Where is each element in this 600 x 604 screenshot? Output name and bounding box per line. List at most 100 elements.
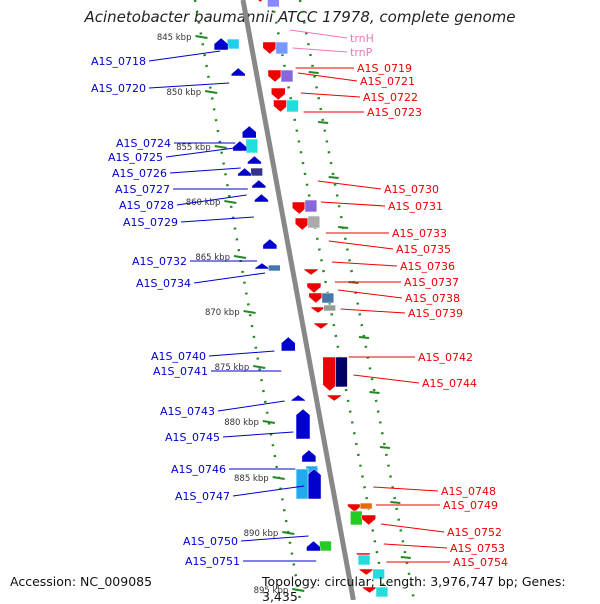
scale-label: 845 kbp: [157, 33, 192, 43]
gene-arrow: [322, 356, 338, 392]
track-tick: [400, 556, 411, 559]
right-gene-label: A1S_0744: [422, 377, 477, 390]
gene-arrow: [262, 41, 278, 55]
scale-tick: [243, 310, 256, 314]
gene-block: [268, 264, 281, 272]
left-leader-line: [217, 400, 285, 412]
left-gene-label: A1S_0746: [171, 463, 226, 476]
gene-arrow: [301, 449, 317, 463]
left-gene-label: A1S_0728: [119, 199, 174, 212]
scale-tick: [204, 90, 218, 94]
label-leader-lines: [148, 29, 450, 563]
left-gene-label: A1S_0750: [183, 535, 238, 548]
gene-block: [357, 554, 371, 566]
right-gene-label: A1S_0719: [357, 62, 412, 75]
gene-arrow: [254, 262, 270, 270]
scale-label: 880 kbp: [224, 418, 259, 428]
right-gene-label: A1S_0742: [418, 351, 473, 364]
gene-block: [372, 568, 385, 580]
gene-arrow: [247, 155, 262, 165]
gene-arrow: [254, 193, 269, 203]
right-leader-line: [320, 201, 386, 207]
scale-tick: [195, 35, 208, 39]
scale-tick: [214, 145, 227, 149]
scale-label: 890 kbp: [244, 529, 279, 539]
right-leader-line: [383, 543, 448, 549]
left-gene-label: A1S_0741: [153, 365, 208, 378]
right-leader-line: [292, 47, 348, 53]
left-leader-line: [208, 350, 275, 357]
right-leader-line: [353, 374, 420, 384]
track-tick: [318, 121, 329, 124]
gene-arrow: [310, 306, 326, 314]
gene-arrow: [251, 179, 267, 189]
left-leader-line: [165, 146, 242, 158]
right-leader-line: [317, 180, 382, 190]
gene-block: [275, 41, 289, 55]
gene-arrow: [347, 503, 362, 513]
left-gene-label: A1S_0724: [116, 137, 171, 150]
right-gene-label: A1S_0723: [367, 106, 422, 119]
right-gene-label: A1S_0748: [441, 485, 496, 498]
gene-arrow: [292, 201, 307, 215]
left-gene-label: A1S_0725: [108, 151, 163, 164]
scale-tick: [262, 420, 276, 424]
right-gene-label: trnP: [350, 46, 373, 59]
right-leader-line: [289, 29, 348, 39]
scale-tick: [282, 531, 295, 535]
gene-block: [359, 502, 373, 510]
left-leader-line: [148, 50, 221, 62]
gene-arrow: [306, 282, 322, 294]
left-gene-label: A1S_0734: [136, 277, 191, 290]
gene-arrow: [290, 394, 306, 402]
left-gene-label: A1S_0718: [91, 55, 146, 68]
backbone-line: [240, 0, 356, 600]
right-leader-line: [300, 92, 361, 98]
right-gene-label: A1S_0749: [443, 499, 498, 512]
left-gene-label: A1S_0732: [132, 255, 187, 268]
gene-arrow: [306, 540, 321, 552]
gene-block: [267, 0, 280, 8]
right-gene-label: A1S_0730: [384, 183, 439, 196]
scale-label: 855 kbp: [176, 143, 211, 153]
track-tick: [328, 176, 339, 179]
track-tick: [308, 71, 319, 74]
left-gene-label: A1S_0747: [175, 490, 230, 503]
gene-arrow: [271, 87, 286, 101]
gene-block: [350, 510, 363, 526]
gene-arrow: [273, 99, 288, 113]
gene-features: [213, 0, 389, 598]
right-gene-label: A1S_0733: [392, 227, 447, 240]
gene-arrow: [362, 586, 377, 594]
gene-block: [319, 540, 332, 552]
map-title: Acinetobacter baumannii ATCC 17978, comp…: [84, 8, 516, 26]
gene-block: [307, 215, 321, 229]
track-tick: [390, 501, 401, 504]
gene-arrow: [237, 167, 252, 177]
right-gene-label: A1S_0735: [396, 243, 451, 256]
right-gene-label: A1S_0752: [447, 526, 502, 539]
scale-label: 895 kbp: [254, 586, 289, 596]
left-gene-label: A1S_0729: [123, 216, 178, 229]
gene-arrow: [313, 322, 329, 330]
right-leader-line: [380, 523, 445, 533]
scale-tick: [224, 200, 237, 204]
track-tick: [338, 226, 349, 229]
gene-arrow: [281, 336, 296, 352]
left-leader-line: [222, 431, 294, 438]
scale-label: 870 kbp: [205, 308, 240, 318]
right-leader-line: [331, 261, 398, 267]
left-leader-line: [240, 535, 309, 542]
track-tick: [369, 391, 380, 394]
right-gene-label: A1S_0754: [453, 556, 508, 569]
left-leader-line: [180, 216, 254, 223]
gene-arrow: [262, 238, 278, 250]
gene-block: [250, 167, 263, 177]
backbone-track: [240, 0, 356, 600]
gene-block: [245, 138, 259, 154]
gene-arrow: [326, 394, 342, 402]
gene-block: [304, 199, 318, 213]
track-tick: [379, 446, 391, 449]
scale-dotted-line-0: [193, 0, 302, 600]
track-tick: [358, 336, 370, 339]
